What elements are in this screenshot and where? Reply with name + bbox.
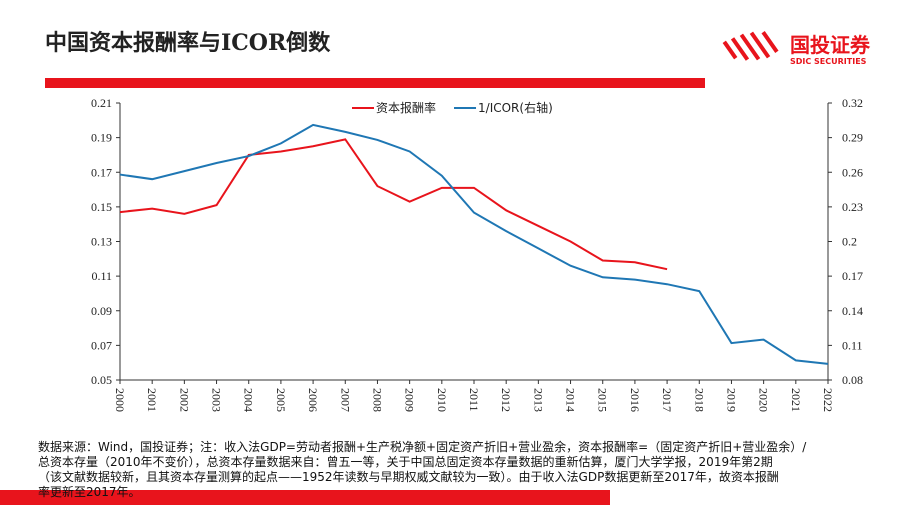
- x-tick-label: 2016: [628, 388, 642, 412]
- x-tick-label: 2018: [692, 388, 706, 412]
- x-tick-label: 2014: [564, 388, 578, 412]
- legend-label: 资本报酬率: [376, 100, 436, 115]
- y-tick-label: 0.15: [91, 200, 112, 214]
- y2-tick-label: 0.26: [842, 165, 863, 179]
- logo-name: 国投证券: [790, 33, 871, 57]
- series-line: [119, 123, 829, 365]
- x-tick-label: 2003: [210, 388, 224, 412]
- x-tick-label: 2009: [403, 388, 417, 412]
- y-tick-label: 0.07: [91, 338, 112, 352]
- y2-tick-label: 0.14: [842, 304, 863, 318]
- footnote: 数据来源：Wind，国投证券；注：收入法GDP=劳动者报酬+生产税净额+固定资产…: [38, 439, 807, 499]
- x-tick-label: 2007: [338, 388, 352, 412]
- y-tick-label: 0.13: [91, 235, 112, 249]
- footnote-line: 总资本存量（2010年不变价），总资本存量数据来自：曾五一等，关于中国总固定资本…: [38, 454, 773, 469]
- footnote-line: 率更新至2017年。: [38, 484, 141, 499]
- legend-label: 1/ICOR(右轴): [478, 100, 553, 115]
- x-tick-label: 2011: [467, 388, 481, 412]
- footnote-line: （该文献数据较新，且其资本存量测算的起点——1952年读数与早期权威文献较为一致…: [38, 469, 779, 484]
- x-tick-label: 2008: [370, 388, 384, 412]
- x-tick-label: 2005: [274, 388, 288, 412]
- slide-title: 中国资本报酬率与ICOR倒数: [45, 30, 331, 56]
- x-tick-label: 2020: [757, 388, 771, 412]
- y-tick-label: 0.17: [91, 165, 112, 179]
- x-tick-label: 2019: [724, 388, 738, 412]
- y2-tick-label: 0.32: [842, 96, 863, 110]
- x-tick-label: 2021: [789, 388, 803, 412]
- x-tick-label: 2000: [113, 388, 127, 412]
- footer-bar: [0, 490, 610, 505]
- y-tick-label: 0.09: [91, 304, 112, 318]
- x-tick-label: 2010: [435, 388, 449, 412]
- x-tick-label: 2002: [177, 388, 191, 412]
- y-tick-label: 0.21: [91, 96, 112, 110]
- y2-tick-label: 0.17: [842, 269, 863, 283]
- y2-tick-label: 0.11: [842, 338, 863, 352]
- x-tick-label: 2013: [531, 388, 545, 412]
- x-tick-label: 2001: [145, 388, 159, 412]
- y2-tick-label: 0.23: [842, 200, 863, 214]
- footnote-line: 数据来源：Wind，国投证券；注：收入法GDP=劳动者报酬+生产税净额+固定资产…: [38, 439, 807, 454]
- y-tick-label: 0.05: [91, 373, 112, 387]
- x-tick-label: 2017: [660, 388, 674, 412]
- y2-tick-label: 0.08: [842, 373, 863, 387]
- y-tick-label: 0.11: [91, 269, 112, 283]
- logo-subtitle: SDIC SECURITIES: [790, 57, 867, 66]
- x-tick-label: 2015: [596, 388, 610, 412]
- x-tick-label: 2006: [306, 388, 320, 412]
- x-tick-label: 2022: [821, 388, 835, 412]
- x-tick-label: 2012: [499, 388, 513, 412]
- y-tick-label: 0.19: [91, 131, 112, 145]
- series-line: [119, 138, 668, 271]
- y2-tick-label: 0.2: [842, 235, 857, 249]
- logo: 国投证券 SDIC SECURITIES: [722, 31, 871, 66]
- title-bar: [45, 78, 705, 88]
- x-tick-label: 2004: [242, 388, 256, 412]
- y2-tick-label: 0.29: [842, 131, 863, 145]
